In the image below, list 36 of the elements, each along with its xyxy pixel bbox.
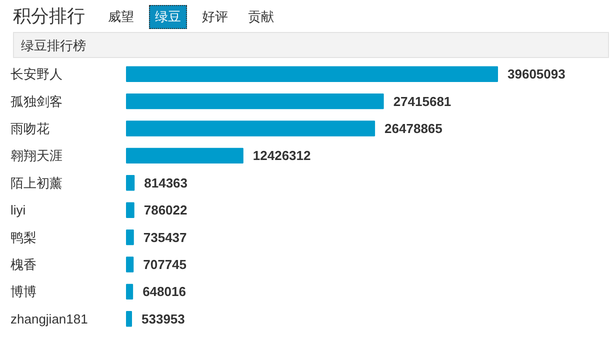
y-tick-label: 博博 [10, 284, 36, 300]
y-tick-label: 陌上初薰 [10, 175, 62, 190]
bar [126, 284, 134, 300]
chart-title: 积分排行 [13, 5, 85, 28]
y-tick-label: 鸭梨 [10, 230, 36, 245]
data-label: 786022 [144, 202, 188, 218]
bar [126, 93, 384, 110]
bar [126, 148, 244, 164]
data-label: 648016 [142, 284, 186, 300]
y-tick-label: 雨吻花 [10, 121, 50, 136]
chart-subtitle: 绿豆排行榜 [13, 32, 609, 58]
data-label: 814363 [144, 175, 188, 190]
text: 贡献 [247, 8, 275, 26]
y-tick-label: 长安野人 [10, 66, 62, 82]
y-tick-label: zhangjian181 [10, 311, 88, 326]
data-label: 27415681 [393, 94, 452, 109]
y-tick-label: liyi [10, 202, 26, 218]
data-label: 12426312 [252, 148, 311, 164]
data-label: 533953 [142, 311, 185, 326]
text: 绿豆 [149, 4, 187, 30]
data-label: 735437 [143, 230, 187, 245]
bar [126, 202, 134, 218]
data-label: 26478865 [384, 121, 442, 136]
bar [126, 311, 132, 327]
data-label: 707745 [143, 257, 187, 272]
text: 好评 [201, 8, 229, 26]
bar [126, 175, 135, 191]
data-label: 39605093 [508, 66, 566, 82]
y-tick-label: 孤独剑客 [10, 94, 62, 109]
bar [126, 256, 134, 272]
text: 威望 [107, 8, 135, 26]
bar [126, 120, 376, 136]
y-tick-label: 槐香 [10, 257, 36, 272]
bar [126, 66, 498, 82]
bar [126, 229, 134, 246]
y-tick-label: 翱翔天涯 [10, 148, 62, 164]
